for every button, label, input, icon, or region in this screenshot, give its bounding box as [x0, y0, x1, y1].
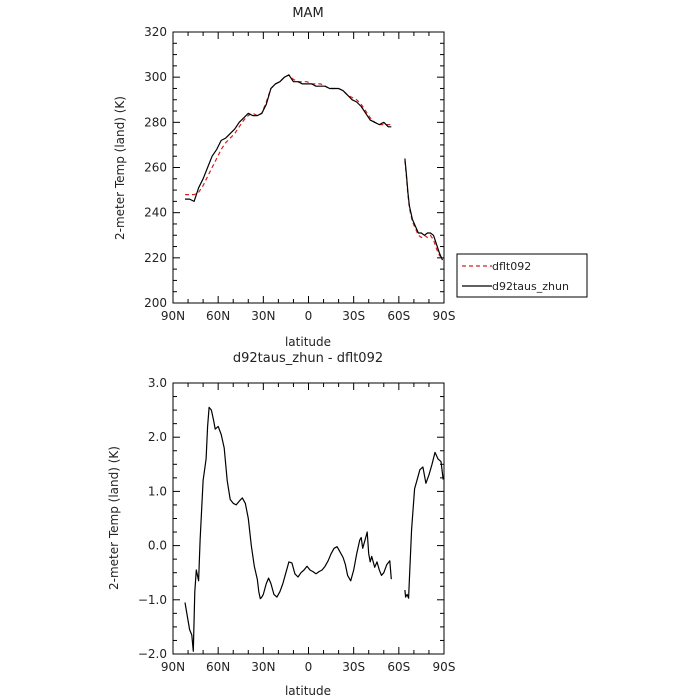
x-tick-label: 90S	[433, 660, 456, 674]
chart-title: d92taus_zhun - dflt092	[233, 351, 383, 366]
x-axis-label: latitude	[285, 684, 331, 698]
y-tick-label: 280	[144, 115, 167, 129]
x-tick-label: 60S	[387, 660, 410, 674]
series-line-dflt092	[185, 74, 392, 196]
legend-label-d92taus-zhun: d92taus_zhun	[492, 280, 569, 293]
y-axis-label: 2-meter Temp (land) (K)	[107, 446, 121, 590]
y-tick-label: 220	[144, 251, 167, 265]
y-tick-label: 320	[144, 25, 167, 39]
x-tick-label: 30S	[342, 660, 365, 674]
series-layer	[185, 74, 444, 261]
x-tick-label: 0	[305, 660, 313, 674]
x-tick-label: 60N	[206, 660, 230, 674]
legend-box	[456, 253, 588, 298]
y-ticks: −2.0 −1.0 0.0 1.0 2.0 3.0	[138, 376, 444, 661]
y-axis-label: 2-meter Temp (land) (K)	[113, 96, 127, 240]
x-tick-label: 30N	[251, 309, 275, 323]
series-line-series-0	[404, 451, 444, 599]
series-line-series-0	[184, 406, 392, 652]
x-tick-label: 0	[305, 309, 313, 323]
y-ticks: 200 220 240 260 280 300 320	[144, 25, 444, 310]
chart-title: MAM	[292, 6, 323, 21]
plot-frame	[172, 382, 445, 655]
series-line-d92taus-zhun	[404, 158, 444, 261]
y-tick-label: 3.0	[148, 376, 167, 390]
plot-frame	[172, 31, 445, 304]
y-tick-label: 240	[144, 206, 167, 220]
temperature-panel: MAM 200 220 240 260 280 300 320 90N 60N 30N 0 30S 6…	[113, 6, 588, 349]
x-tick-label: 90N	[161, 660, 185, 674]
x-tick-label: 60S	[387, 309, 410, 323]
x-tick-label: 30N	[251, 660, 275, 674]
y-tick-label: −2.0	[138, 647, 167, 661]
x-tick-label: 90S	[433, 309, 456, 323]
series-layer	[184, 406, 444, 652]
y-tick-label: 0.0	[148, 539, 167, 553]
legend-label-dflt092: dflt092	[492, 260, 531, 273]
y-tick-label: 260	[144, 161, 167, 175]
y-tick-label: 2.0	[148, 430, 167, 444]
y-tick-label: 1.0	[148, 484, 167, 498]
y-tick-label: −1.0	[138, 593, 167, 607]
x-tick-label: 90N	[161, 309, 185, 323]
series-line-d92taus-zhun	[185, 74, 392, 202]
y-tick-label: 300	[144, 70, 167, 84]
legend: dflt092 d92taus_zhun	[456, 253, 588, 298]
y-tick-label: 200	[144, 296, 167, 310]
difference-panel: d92taus_zhun - dflt092 −2.0 −1.0 0.0 1.0 2.0…	[107, 351, 455, 698]
x-tick-label: 60N	[206, 309, 230, 323]
x-tick-label: 30S	[342, 309, 365, 323]
x-ticks: 90N 60N 30N 0 30S 60S 90S	[161, 32, 456, 323]
x-axis-label: latitude	[285, 335, 331, 349]
